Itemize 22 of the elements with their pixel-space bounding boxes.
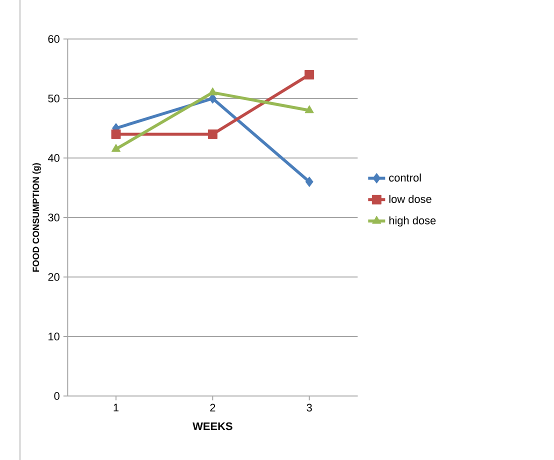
point (208, 87, 218, 96)
y-tick-label: 20 (48, 273, 60, 281)
point (305, 176, 314, 188)
y-tick-label: 40 (48, 154, 60, 162)
y-tick-label: 30 (48, 214, 60, 222)
y-axis-title: FOOD CONSUMPTION (g) (32, 163, 41, 272)
x-axis-title: WEEKS (192, 422, 232, 430)
legend-label: high dose (389, 216, 436, 227)
legend-label: control (389, 174, 421, 182)
x-tick-label: 2 (210, 404, 216, 412)
y-tick-label: 0 (54, 392, 60, 400)
point (111, 129, 121, 139)
point (111, 144, 121, 152)
point (304, 105, 314, 114)
y-tick-label: 60 (48, 35, 60, 43)
x-tick-label: 3 (306, 404, 312, 412)
legend-label: low dose (389, 194, 432, 203)
point (208, 129, 218, 139)
y-tick-label: 10 (48, 332, 60, 340)
point (304, 70, 314, 80)
y-tick-label: 50 (48, 94, 60, 102)
x-tick-label: 1 (114, 404, 119, 412)
